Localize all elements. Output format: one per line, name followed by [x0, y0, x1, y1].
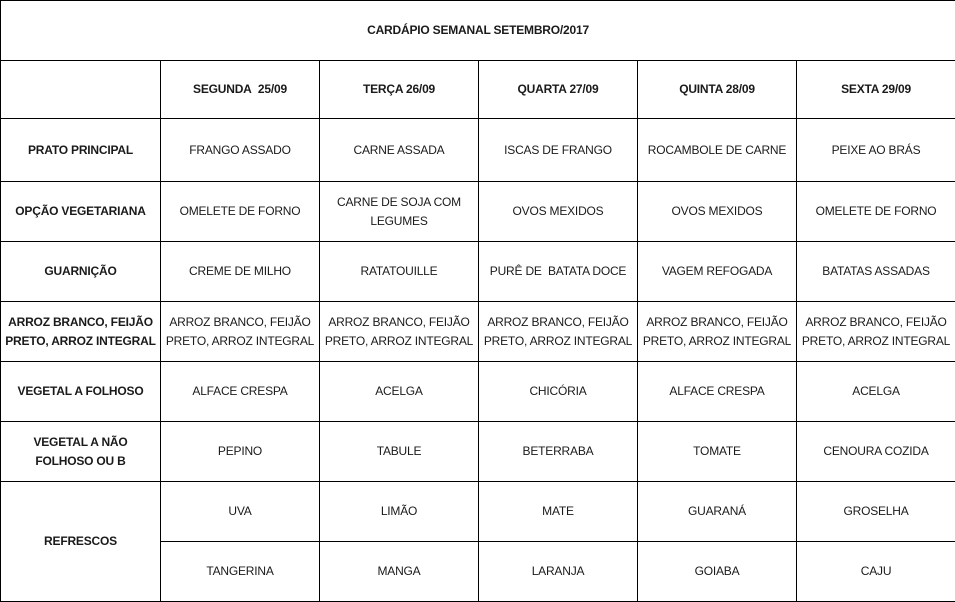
menu-cell: BETERRABA [478, 421, 638, 482]
menu-cell: ALFACE CRESPA [160, 361, 320, 422]
row-vegetal-folhoso: VEGETAL A FOLHOSO ALFACE CRESPA ACELGA C… [0, 361, 955, 422]
row-label: GUARNIÇÃO [0, 241, 161, 302]
row-vegetal-nao-folhoso: VEGETAL A NÃO FOLHOSO OU B PEPINO TABULE… [0, 421, 955, 482]
header-row: SEGUNDA 25/09 TERÇA 26/09 QUARTA 27/09 Q… [0, 60, 955, 119]
menu-cell: OMELETE DE FORNO [795, 181, 955, 242]
menu-cell: ROCAMBOLE DE CARNE [637, 118, 797, 182]
menu-cell: CAJU [795, 541, 955, 602]
row-prato-principal: PRATO PRINCIPAL FRANGO ASSADO CARNE ASSA… [0, 118, 955, 182]
day-header-sexta: SEXTA 29/09 [795, 60, 955, 119]
menu-cell: ACELGA [319, 361, 479, 422]
menu-cell: GROSELHA [795, 481, 955, 542]
row-label: REFRESCOS [0, 481, 161, 602]
menu-cell: MANGA [319, 541, 479, 602]
menu-cell: FRANGO ASSADO [160, 118, 320, 182]
title-row: CARDÁPIO SEMANAL SETEMBRO/2017 [0, 0, 955, 61]
menu-cell: GUARANÁ [637, 481, 797, 542]
day-header-quinta: QUINTA 28/09 [637, 60, 797, 119]
menu-cell: PURÊ DE BATATA DOCE [478, 241, 638, 302]
menu-cell: ARROZ BRANCO, FEIJÃO PRETO, ARROZ INTEGR… [637, 301, 797, 362]
row-label: VEGETAL A NÃO FOLHOSO OU B [0, 421, 161, 482]
menu-cell: ISCAS DE FRANGO [478, 118, 638, 182]
menu-cell: RATATOUILLE [319, 241, 479, 302]
menu-cell: LARANJA [478, 541, 638, 602]
day-header-segunda: SEGUNDA 25/09 [160, 60, 320, 119]
menu-cell: OVOS MEXIDOS [478, 181, 638, 242]
row-refrescos-1: REFRESCOS UVA LIMÃO MATE GUARANÁ GROSELH… [0, 481, 955, 602]
menu-cell: TABULE [319, 421, 479, 482]
row-arroz-feijao: ARROZ BRANCO, FEIJÃO PRETO, ARROZ INTEGR… [0, 301, 955, 362]
menu-cell: CREME DE MILHO [160, 241, 320, 302]
row-opcao-vegetariana: OPÇÃO VEGETARIANA OMELETE DE FORNO CARNE… [0, 181, 955, 242]
row-label: VEGETAL A FOLHOSO [0, 361, 161, 422]
menu-cell: LIMÃO [319, 481, 479, 542]
menu-cell: TOMATE [637, 421, 797, 482]
menu-cell: BATATAS ASSADAS [795, 241, 955, 302]
menu-cell: CARNE ASSADA [319, 118, 479, 182]
menu-cell: UVA [160, 481, 320, 542]
row-label: PRATO PRINCIPAL [0, 118, 161, 182]
menu-cell: ACELGA [795, 361, 955, 422]
menu-cell: PEPINO [160, 421, 320, 482]
menu-cell: ARROZ BRANCO, FEIJÃO PRETO, ARROZ INTEGR… [160, 301, 320, 362]
day-header-terca: TERÇA 26/09 [319, 60, 479, 119]
menu-cell: OMELETE DE FORNO [160, 181, 320, 242]
menu-cell: ARROZ BRANCO, FEIJÃO PRETO, ARROZ INTEGR… [478, 301, 638, 362]
menu-cell: TANGERINA [160, 541, 320, 602]
day-header-quarta: QUARTA 27/09 [478, 60, 638, 119]
menu-cell: CHICÓRIA [478, 361, 638, 422]
menu-cell: MATE [478, 481, 638, 542]
menu-cell: PEIXE AO BRÁS [795, 118, 955, 182]
menu-cell: OVOS MEXIDOS [637, 181, 797, 242]
menu-cell: GOIABA [637, 541, 797, 602]
row-label: ARROZ BRANCO, FEIJÃO PRETO, ARROZ INTEGR… [0, 301, 161, 362]
corner-cell [0, 60, 161, 119]
menu-cell: VAGEM REFOGADA [637, 241, 797, 302]
menu-cell: ALFACE CRESPA [637, 361, 797, 422]
row-label: OPÇÃO VEGETARIANA [0, 181, 161, 242]
menu-cell: ARROZ BRANCO, FEIJÃO PRETO, ARROZ INTEGR… [319, 301, 479, 362]
menu-title: CARDÁPIO SEMANAL SETEMBRO/2017 [0, 0, 955, 61]
menu-cell: CENOURA COZIDA [795, 421, 955, 482]
row-refrescos-2: TANGERINA MANGA LARANJA GOIABA CAJU [1, 541, 955, 602]
menu-cell: ARROZ BRANCO, FEIJÃO PRETO, ARROZ INTEGR… [795, 301, 955, 362]
menu-cell: CARNE DE SOJA COM LEGUMES [319, 181, 479, 242]
row-guarnicao: GUARNIÇÃO CREME DE MILHO RATATOUILLE PUR… [0, 241, 955, 302]
